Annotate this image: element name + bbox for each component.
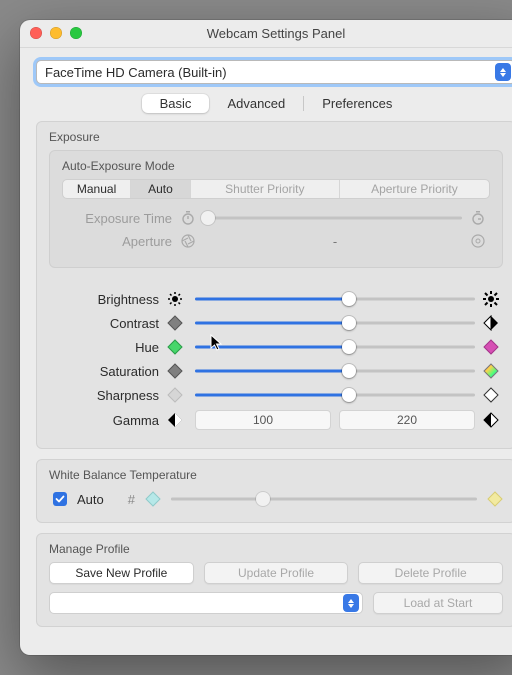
titlebar: Webcam Settings Panel <box>20 20 512 48</box>
minimize-icon[interactable] <box>50 27 62 39</box>
close-icon[interactable] <box>30 27 42 39</box>
exposure-time-label: Exposure Time <box>62 211 172 226</box>
diamond-sharp-icon <box>483 387 499 403</box>
diamond-green-icon <box>167 339 183 355</box>
profile-panel: Manage Profile Save New Profile Update P… <box>36 533 512 627</box>
profile-title: Manage Profile <box>49 542 503 556</box>
mode-manual[interactable]: Manual <box>63 180 131 198</box>
tab-advanced[interactable]: Advanced <box>209 94 303 113</box>
load-at-start-button: Load at Start <box>373 592 503 614</box>
mode-shutter: Shutter Priority <box>191 180 340 198</box>
chevron-updown-icon <box>495 63 511 81</box>
saturation-slider[interactable] <box>195 362 475 380</box>
tab-preferences[interactable]: Preferences <box>304 94 410 113</box>
hue-slider[interactable] <box>195 338 475 356</box>
diamond-half-icon <box>483 315 499 331</box>
auto-exposure-title: Auto-Exposure Mode <box>62 159 490 173</box>
zoom-icon[interactable] <box>70 27 82 39</box>
diamond-cool-icon <box>145 491 161 507</box>
mode-aperture: Aperture Priority <box>340 180 489 198</box>
hue-label: Hue <box>49 340 159 355</box>
exposure-time-row: Exposure Time <box>62 209 490 227</box>
gamma-row: Gamma 100 220 <box>49 410 503 430</box>
brightness-label: Brightness <box>49 292 159 307</box>
window-title: Webcam Settings Panel <box>207 26 346 41</box>
stopwatch-icon <box>470 210 486 226</box>
aperture-value: - <box>208 234 462 249</box>
wb-hash: # <box>128 492 135 507</box>
diamond-grey-icon <box>167 315 183 331</box>
aperture-icon <box>470 233 486 249</box>
stopwatch-icon <box>180 210 196 226</box>
auto-exposure-panel: Auto-Exposure Mode Manual Auto Shutter P… <box>49 150 503 268</box>
mode-auto[interactable]: Auto <box>131 180 191 198</box>
aperture-label: Aperture <box>62 234 172 249</box>
camera-select[interactable]: FaceTime HD Camera (Built-in) <box>36 60 512 84</box>
sharpness-label: Sharpness <box>49 388 159 403</box>
window: Webcam Settings Panel FaceTime HD Camera… <box>20 20 512 655</box>
gamma-val1[interactable]: 100 <box>195 410 331 430</box>
exposure-time-slider <box>208 209 462 227</box>
sharpness-row: Sharpness <box>49 386 503 404</box>
wb-auto-label: Auto <box>77 492 104 507</box>
exposure-title: Exposure <box>49 130 503 144</box>
auto-exposure-mode[interactable]: Manual Auto Shutter Priority Aperture Pr… <box>62 179 490 199</box>
brightness-row: Brightness <box>49 290 503 308</box>
contrast-row: Contrast <box>49 314 503 332</box>
aperture-row: Aperture - <box>62 233 490 249</box>
tab-group: Basic Advanced Preferences <box>142 94 411 113</box>
diamond-warm-icon <box>487 491 503 507</box>
saturation-label: Saturation <box>49 364 159 379</box>
wb-auto-checkbox[interactable] <box>53 492 67 506</box>
chevron-updown-icon <box>343 594 359 612</box>
contrast-slider[interactable] <box>195 314 475 332</box>
diamond-magenta-icon <box>483 339 499 355</box>
profile-select[interactable] <box>49 592 363 614</box>
wb-slider <box>171 490 477 508</box>
gamma-low-icon <box>167 412 183 428</box>
gamma-label: Gamma <box>49 413 159 428</box>
contrast-label: Contrast <box>49 316 159 331</box>
sun-dim-icon <box>167 291 183 307</box>
tab-basic[interactable]: Basic <box>142 94 210 113</box>
brightness-slider[interactable] <box>195 290 475 308</box>
camera-select-label: FaceTime HD Camera (Built-in) <box>45 65 495 80</box>
diamond-soft-icon <box>167 387 183 403</box>
saturation-row: Saturation <box>49 362 503 380</box>
exposure-panel: Exposure Auto-Exposure Mode Manual Auto … <box>36 121 512 449</box>
white-balance-panel: White Balance Temperature Auto # <box>36 459 512 523</box>
diamond-rainbow-icon <box>483 363 499 379</box>
gamma-high-icon <box>483 412 499 428</box>
aperture-icon <box>180 233 196 249</box>
white-balance-title: White Balance Temperature <box>49 468 503 482</box>
hue-row: Hue <box>49 338 503 356</box>
gamma-val2[interactable]: 220 <box>339 410 475 430</box>
sharpness-slider[interactable] <box>195 386 475 404</box>
sun-bright-icon <box>483 291 499 307</box>
diamond-grey-icon <box>167 363 183 379</box>
traffic-lights <box>30 27 82 39</box>
